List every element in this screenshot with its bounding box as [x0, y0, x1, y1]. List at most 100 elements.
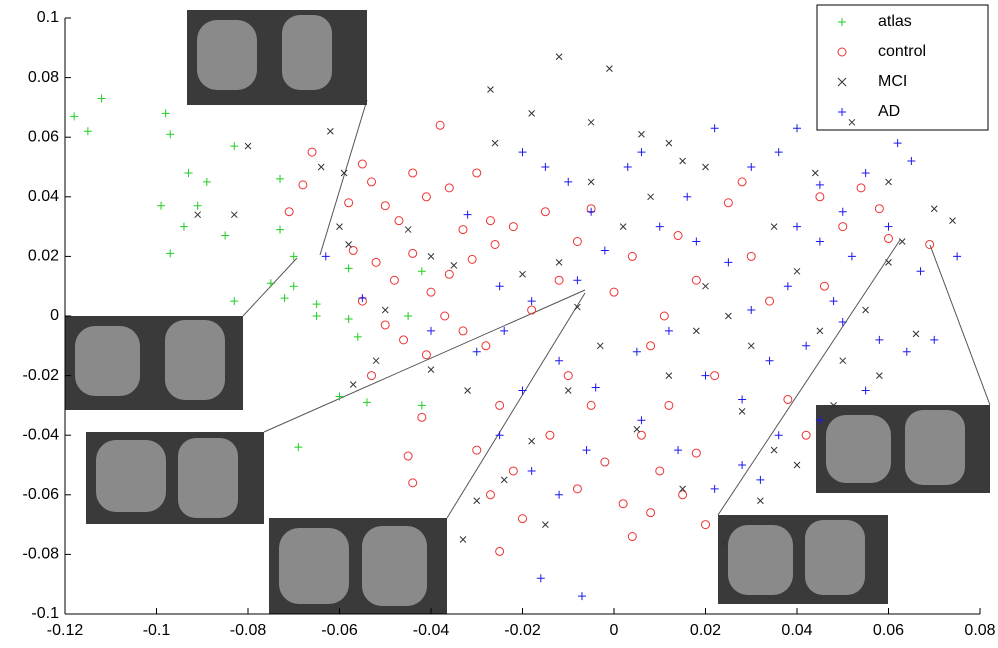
point: [458, 326, 468, 336]
point: [403, 451, 413, 461]
connector: [319, 99, 368, 256]
point: [632, 347, 641, 356]
x-tick-label: -0.12: [47, 622, 84, 639]
point: [564, 387, 572, 394]
point: [357, 159, 367, 169]
point: [862, 306, 869, 314]
point: [230, 211, 238, 219]
point: [720, 539, 728, 546]
point: [636, 430, 646, 440]
point: [555, 490, 564, 499]
point: [770, 223, 778, 230]
point: [564, 177, 573, 186]
point: [898, 238, 906, 245]
point: [193, 201, 202, 210]
point: [702, 282, 709, 290]
point: [572, 484, 582, 494]
point: [793, 461, 801, 469]
point: [815, 237, 824, 246]
point: [367, 177, 377, 187]
y-tick-label: -0.08: [23, 546, 60, 563]
point: [294, 443, 303, 452]
point: [655, 466, 665, 476]
legend-marker: [838, 108, 846, 116]
point: [802, 341, 811, 350]
point: [307, 147, 317, 157]
point: [518, 148, 527, 157]
point: [609, 287, 619, 297]
point: [885, 178, 892, 186]
point: [528, 437, 536, 445]
point: [815, 180, 824, 189]
point: [417, 412, 427, 422]
point: [508, 222, 518, 232]
point: [289, 282, 298, 291]
point: [528, 110, 536, 117]
brain-image: [65, 316, 243, 410]
point: [421, 350, 431, 360]
point: [545, 430, 555, 440]
point: [861, 386, 870, 395]
point: [646, 508, 656, 518]
point: [783, 394, 793, 404]
point: [345, 241, 353, 248]
point: [692, 237, 701, 246]
point: [70, 112, 79, 121]
point: [674, 446, 683, 455]
x-tick-label: 0: [610, 622, 619, 639]
point: [577, 592, 586, 601]
y-tick-label: 0.06: [28, 128, 59, 145]
x-tick-label: -0.02: [504, 622, 541, 639]
point: [664, 400, 674, 410]
point: [633, 425, 641, 433]
legend-label: AD: [878, 103, 900, 120]
point: [765, 356, 774, 365]
y-tick-label: 0: [50, 307, 59, 324]
point: [427, 253, 435, 260]
point: [673, 231, 683, 241]
brain-image: [816, 405, 990, 493]
x-tick-label: 0.06: [873, 622, 904, 639]
point: [508, 466, 518, 476]
point: [83, 127, 92, 136]
legend-label: control: [878, 43, 926, 60]
point: [353, 332, 362, 341]
y-tick-label: -0.1: [31, 605, 59, 622]
point: [838, 222, 848, 232]
legend-box: [816, 4, 989, 131]
point: [518, 514, 527, 524]
point: [679, 485, 686, 493]
point: [184, 168, 193, 177]
point: [659, 311, 669, 321]
point: [587, 118, 595, 126]
point: [930, 335, 939, 344]
point: [230, 297, 239, 306]
connector: [446, 292, 586, 519]
point: [856, 183, 866, 193]
point: [847, 252, 856, 261]
point: [97, 94, 106, 103]
point: [591, 383, 600, 392]
point: [738, 461, 747, 469]
point: [421, 192, 431, 202]
point: [679, 157, 686, 165]
point: [495, 400, 505, 410]
point: [344, 198, 354, 208]
point: [725, 312, 732, 320]
point: [166, 249, 175, 258]
y-tick-label: 0.02: [28, 248, 59, 265]
point: [404, 312, 413, 320]
point: [691, 275, 701, 285]
point: [166, 130, 175, 139]
point: [907, 157, 916, 166]
point: [637, 148, 646, 157]
brain-image: [187, 10, 367, 105]
point: [312, 300, 321, 309]
point: [678, 490, 688, 500]
x-tick-label: 0.04: [781, 622, 812, 639]
point: [723, 198, 733, 208]
point: [280, 294, 289, 303]
point: [829, 297, 838, 306]
point: [606, 65, 613, 73]
point: [527, 466, 536, 475]
